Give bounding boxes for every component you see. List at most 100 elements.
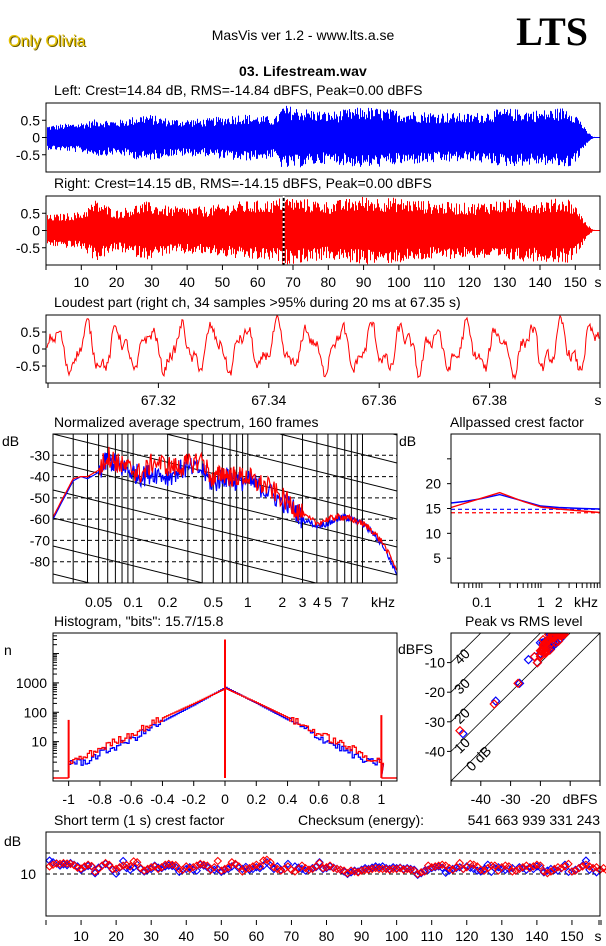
x-tick-label: 90 [356,274,372,290]
allpassed-right-line [450,491,601,514]
x-tick-label: 70 [284,928,300,944]
right-crest-point [325,861,335,870]
right-crest-point [115,863,124,872]
x-tick-label: 0.2 [158,594,178,610]
x-tick-label: 40 [178,928,194,944]
right-crest-point [150,862,159,871]
right-crest-point [108,864,117,874]
right-peak-rms-point [554,633,565,641]
right-crest-point [578,862,587,871]
right-crest-point [364,865,373,875]
lts-logo: LTS [516,9,588,54]
right-crest-point [536,861,545,870]
right-crest-point [357,866,366,875]
left-peak-rms-point [523,654,534,665]
x-tick-label: -40 [471,791,491,807]
right-crest-point [332,864,342,874]
y-tick-label: 10 [20,866,36,882]
right-crest-point [111,864,121,874]
x-tick-label: 0.2 [247,791,267,807]
x-tick-label: 0.05 [85,594,112,610]
right-crest-point [245,863,254,873]
left-crest-point [332,864,342,874]
x-tick-label: 80 [321,274,337,290]
right-crest-point [297,861,307,870]
y-axis-label: dB [2,433,19,449]
x-unit-label: s [595,928,602,944]
left-crest-point [553,866,563,875]
right-crest-point [483,863,493,873]
right-crest-point [76,864,86,873]
right-crest-point [567,867,577,876]
right-crest-point [508,867,517,876]
right-crest-point [388,864,398,874]
right-crest-point [455,858,465,868]
right-crest-point [427,863,436,872]
right-crest-point [318,863,328,873]
right-crest-point [374,864,384,874]
left-crest-point [564,867,573,877]
x-unit-label: kHz [371,594,395,610]
x-tick-label: 120 [455,928,479,944]
crest-diagonal-20 [451,633,541,723]
y-tick-label: -70 [30,532,50,548]
x-tick-label: 100 [387,274,411,290]
crest-diagonal-30 [451,633,511,693]
right-crest-point [399,865,408,875]
x-tick-label: 7 [341,594,349,610]
x-tick-label: 0.5 [204,594,224,610]
right-crest-point [413,869,422,879]
slope-line [53,461,397,548]
right-peak-rms-point [553,636,564,647]
y-tick-label: -40 [425,743,445,759]
right-crest-point [571,866,580,875]
left-peak-rms-point [458,728,468,739]
right-crest-point [160,860,170,870]
left-crest-point [353,867,363,876]
right-crest-point [430,862,440,871]
right-crest-point [564,859,573,869]
right-crest-point [448,865,458,875]
right-crest-point [97,861,107,870]
x-tick-label: 110 [421,928,444,944]
x-tick-label: 0.8 [340,791,360,807]
x-tick-label: 20 [109,274,125,290]
x-tick-label: 0.6 [309,791,329,807]
x-tick-label: 150 [560,928,584,944]
right-peak-rms-point [542,636,553,647]
slope-line [53,322,397,407]
right-crest-point [378,864,387,874]
y-tick-label: 20 [425,476,441,492]
x-tick-label: -20 [530,791,550,807]
left-crest-point [318,864,328,874]
y-axis-label: dB [4,833,21,849]
right-crest-point [458,864,468,874]
right-crest-point [185,864,195,874]
right-peak-rms-point [535,651,546,662]
x-tick-label: 140 [528,274,552,290]
right-crest-point [276,866,286,875]
right-crest-point [248,862,258,871]
crest-diagonal-0 [451,633,600,781]
right-crest-point [262,855,272,864]
right-crest-point [339,866,349,875]
right-crest-point [360,865,370,875]
right-crest-point [220,864,230,874]
right-crest-point [343,868,352,878]
left-crest-point [111,869,121,878]
x-tick-label: 1 [377,791,385,807]
x-tick-label: 20 [108,928,124,944]
right-crest-point [416,868,426,877]
right-crest-point [118,861,128,870]
right-crest-point [55,859,65,869]
right-crest-point [385,865,394,875]
right-crest-point [543,868,552,878]
y-tick-label: 0.5 [21,205,41,221]
left-crest-point [427,863,436,873]
x-tick-label: 10 [73,928,89,944]
right-crest-point [308,864,317,874]
y-tick-label: 0 [32,341,40,357]
right-crest-point [522,861,531,870]
